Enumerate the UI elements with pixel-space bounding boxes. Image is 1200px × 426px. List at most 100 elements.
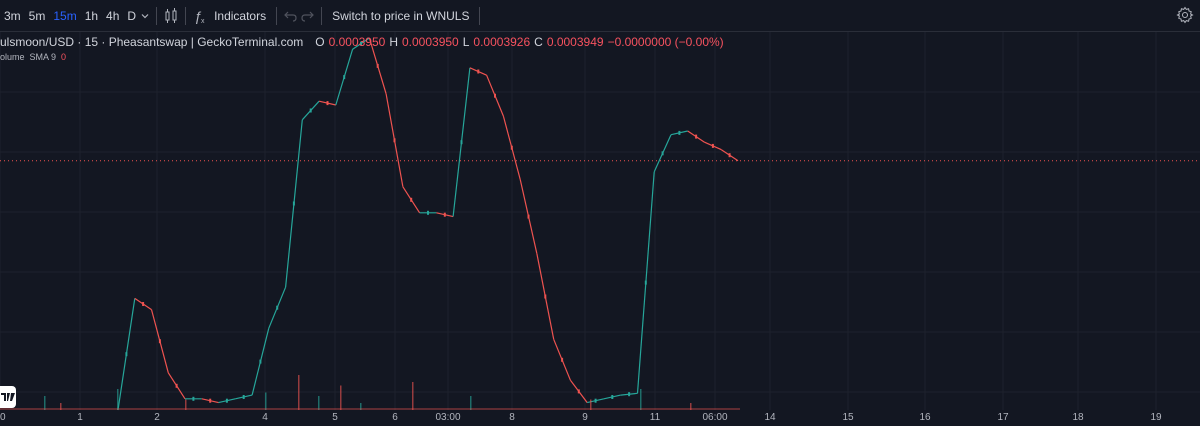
x-tick-label: 17 (997, 412, 1009, 421)
tradingview-logo[interactable] (0, 386, 16, 408)
interval-d[interactable]: D (127, 8, 137, 23)
x-tick-label: 4 (262, 412, 268, 421)
toolbar-divider (321, 6, 323, 25)
x-tick-label: 19 (1150, 412, 1162, 421)
chart-canvas[interactable]: 30 1 2 4 5 6 03:00 8 9 11 06:00 14 15 16 17 18 19 (0, 32, 1200, 423)
volume-label[interactable]: olume (0, 52, 25, 62)
candle-mark (242, 395, 245, 399)
candles-icon[interactable] (163, 5, 179, 27)
x-tick-label: 14 (764, 412, 776, 421)
candle-mark (209, 398, 212, 403)
open-value: 0.0003950 (328, 35, 386, 49)
candle-mark (125, 352, 128, 357)
candle-mark (594, 398, 597, 403)
candle-mark (259, 359, 262, 364)
chevron-down-icon[interactable] (140, 5, 150, 27)
candle-mark (527, 214, 530, 219)
volume-bar (318, 396, 320, 410)
candle-mark (628, 392, 631, 397)
candle-mark (561, 357, 564, 362)
candle-mark (326, 101, 329, 106)
candle-mark (225, 398, 228, 403)
low-label: L (462, 35, 470, 49)
candle-mark (678, 130, 681, 135)
x-tick-label: 11 (650, 412, 661, 421)
toolbar-divider (156, 6, 158, 25)
svg-text:x: x (201, 18, 205, 25)
candle-mark (611, 395, 614, 399)
interval-4h[interactable]: 4h (106, 8, 120, 23)
x-tick-label: 1 (77, 412, 83, 421)
interval-1h[interactable]: 1h (84, 8, 99, 23)
candle-mark (393, 138, 396, 143)
settings-gear-icon[interactable] (1174, 4, 1196, 26)
volume-value: 0 (61, 52, 67, 62)
change-value: −0.0000000 (−0.00%) (607, 35, 724, 49)
undo-icon[interactable] (283, 5, 299, 27)
toolbar-divider (185, 6, 187, 25)
candle-mark (142, 302, 145, 306)
candle-mark (276, 305, 279, 310)
candle-mark (158, 339, 161, 344)
candle-mark (695, 134, 698, 139)
redo-icon[interactable] (299, 5, 315, 27)
candle-mark (443, 212, 446, 217)
candle-mark (477, 69, 480, 74)
candle-mark (728, 153, 731, 158)
candle-mark (460, 140, 463, 145)
volume-legend: olume SMA 9 0 (0, 52, 66, 62)
volume-sma-label: SMA 9 (29, 52, 57, 62)
interval-3m[interactable]: 3m (4, 8, 21, 23)
candle-mark (410, 197, 413, 202)
low-value: 0.0003926 (473, 35, 531, 49)
candle-mark (711, 143, 714, 148)
x-tick-label: 6 (392, 412, 398, 421)
volume-bar (117, 389, 119, 410)
volume-bar (640, 389, 642, 410)
volume-bar (690, 403, 692, 410)
x-tick-label: 9 (582, 412, 588, 421)
close-label: C (534, 35, 543, 49)
volume-bar (265, 392, 267, 410)
candle-mark (510, 145, 513, 150)
candle-mark (494, 93, 496, 98)
open-label: O (315, 35, 325, 49)
x-tick-label: 30 (0, 412, 6, 421)
volume-bar (590, 399, 592, 410)
candle-mark (644, 280, 647, 285)
indicators-button[interactable]: Indicators (214, 8, 267, 23)
interval-5m[interactable]: 5m (28, 8, 46, 23)
x-tick-label: 15 (842, 412, 854, 421)
candle-mark (360, 41, 362, 46)
x-tick-label: 18 (1072, 412, 1084, 421)
interval-15m[interactable]: 15m (53, 8, 77, 23)
symbol-legend: ulsmoon/USD · 15 · Pheasantswap | GeckoT… (0, 35, 724, 49)
candle-mark (175, 383, 178, 388)
price-chart[interactable]: 30 1 2 4 5 6 03:00 8 9 11 06:00 14 15 16 17 18 19 (0, 32, 1200, 423)
volume-bar (360, 403, 362, 410)
volume-bar (185, 399, 187, 410)
candle-mark (292, 201, 295, 206)
candle-mark (376, 63, 379, 68)
volume-bar (298, 375, 300, 410)
candle-mark (544, 294, 547, 299)
switch-price-button[interactable]: Switch to price in WNULS (332, 8, 470, 23)
x-tick-label: 16 (919, 412, 931, 421)
high-label: H (389, 35, 398, 49)
x-tick-label: 03:00 (435, 412, 460, 421)
x-tick-label: 06:00 (702, 412, 727, 421)
x-tick-label: 2 (154, 412, 160, 421)
candle-mark (427, 210, 429, 215)
volume-bar (470, 396, 472, 410)
toolbar-divider (479, 6, 481, 25)
volume-bar (60, 403, 62, 410)
candle-mark (192, 396, 195, 401)
x-tick-label: 8 (509, 412, 515, 421)
toolbar-divider (276, 6, 278, 25)
volume-bar (44, 396, 46, 410)
candle-mark (661, 151, 664, 156)
candle-mark (577, 389, 580, 394)
symbol-title[interactable]: ulsmoon/USD · 15 · Pheasantswap | GeckoT… (0, 35, 304, 49)
